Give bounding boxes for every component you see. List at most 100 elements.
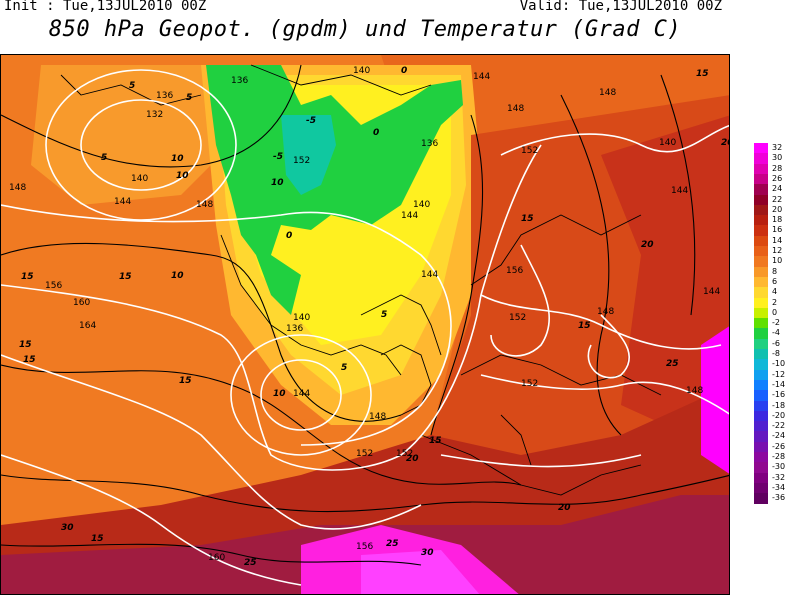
init-time: Init : Tue,13JUL2010 00Z: [4, 0, 207, 14]
legend-label: 0: [772, 307, 778, 317]
legend-label: -34: [772, 482, 786, 492]
legend-label: 6: [772, 276, 778, 286]
legend-swatch: [754, 441, 768, 453]
height-label: 136: [421, 139, 438, 149]
temp-label: 25: [386, 539, 399, 549]
header: Init : Tue,13JUL2010 00Z Valid: Tue,13JU…: [0, 0, 790, 52]
temp-label: -5: [273, 152, 283, 162]
height-label: 140: [353, 66, 370, 76]
temp-label: 15: [696, 69, 709, 79]
temp-label: -5: [306, 116, 316, 126]
temp-label: 15: [19, 340, 32, 350]
legend-swatch: [754, 318, 768, 329]
height-label: 152: [396, 449, 413, 459]
legend-label: -16: [772, 390, 786, 400]
legend-swatch: [754, 194, 768, 206]
temp-label: 15: [119, 272, 132, 282]
height-label: 156: [506, 266, 523, 276]
height-label: 152: [356, 449, 373, 459]
temp-label: 10: [171, 154, 184, 164]
height-label: 156: [356, 542, 373, 552]
legend-swatch: [754, 390, 768, 401]
height-label: 152: [521, 379, 538, 389]
legend-label: -8: [772, 349, 780, 358]
legend-label: 14: [772, 235, 783, 245]
height-label: 160: [73, 298, 90, 308]
legend-label: -26: [772, 441, 786, 451]
weather-map: 136 136 132 140 148 148 152 140 144 148 …: [0, 54, 730, 595]
height-label: 144: [293, 389, 310, 399]
legend-swatch: [754, 215, 768, 226]
height-label: 164: [79, 321, 96, 331]
height-labels: 136 136 132 140 148 148 152 140 144 148 …: [9, 66, 720, 563]
legend-swatch: [754, 328, 768, 340]
temp-label: 5: [341, 363, 347, 373]
height-label: 144: [401, 211, 418, 221]
legend-swatch: [754, 379, 768, 391]
legend-swatch: [754, 235, 768, 247]
height-label: 136: [286, 324, 303, 334]
temp-label: 10: [171, 271, 184, 281]
temp-label: 15: [179, 376, 192, 386]
temp-label: 0: [373, 128, 379, 138]
height-label: 136: [231, 76, 248, 86]
legend-label: 22: [772, 194, 783, 204]
legend-label: 18: [772, 215, 783, 225]
legend-swatch: [754, 400, 768, 412]
map-canvas: 136 136 132 140 148 148 152 140 144 148 …: [1, 55, 730, 594]
temp-label: 20: [721, 138, 730, 148]
legend-label: 16: [772, 225, 783, 235]
legend-label: -30: [772, 462, 786, 472]
cold-pool-green: [206, 65, 463, 315]
temperature-labels: 5 5 5 10 10 10 15 15 15 15 15 15 15 20 2…: [19, 66, 730, 568]
legend-swatch: [754, 307, 768, 319]
temp-label: 0: [286, 231, 292, 241]
height-label: 148: [599, 88, 616, 98]
temp-label: 20: [558, 503, 571, 513]
temp-label: 30: [421, 548, 434, 558]
temp-label: 15: [23, 355, 36, 365]
legend-swatch: [754, 462, 768, 474]
legend-label: 12: [772, 246, 783, 255]
legend-label: 24: [772, 184, 783, 194]
legend-label: 26: [772, 173, 783, 183]
legend-swatch: [754, 410, 768, 422]
temp-label: 0: [401, 66, 407, 76]
legend-label: 4: [772, 287, 778, 297]
legend-label: 8: [772, 266, 778, 276]
legend-label: 2: [772, 297, 778, 307]
temp-label: 15: [521, 214, 534, 224]
height-label: 160: [208, 553, 225, 563]
legend-swatch: [754, 163, 768, 175]
height-label: 148: [597, 307, 614, 317]
legend-label: -22: [772, 421, 786, 431]
temperature-contours: [1, 64, 729, 566]
cold-pool-core: [281, 115, 336, 195]
legend-label: -32: [772, 472, 786, 482]
legend-label: -36: [772, 493, 786, 503]
legend-swatch: [754, 421, 768, 432]
temp-label: 20: [641, 240, 654, 250]
temp-label: 5: [129, 81, 135, 91]
legend-label: -6: [772, 338, 780, 348]
legend-swatch: [754, 369, 768, 381]
legend-swatch: [754, 482, 768, 494]
temp-label: 10: [271, 178, 284, 188]
legend-swatch: [754, 431, 768, 443]
height-label: 144: [114, 197, 131, 207]
legend-swatch: [754, 287, 768, 298]
legend-swatch: [754, 184, 768, 195]
temp-label: 10: [273, 389, 286, 399]
temp-label: 25: [666, 359, 679, 369]
legend-label: -12: [772, 369, 786, 379]
temp-label: 5: [381, 310, 387, 320]
height-label: 140: [131, 174, 148, 184]
legend-label: -4: [772, 328, 780, 338]
legend-label: -2: [772, 318, 780, 328]
legend-label: -20: [772, 410, 786, 420]
height-label: 136: [156, 91, 173, 101]
temp-field-far-east: [601, 115, 729, 455]
temp-label: 30: [61, 523, 74, 533]
legend-swatch: [754, 472, 768, 484]
height-label: 156: [45, 281, 62, 291]
